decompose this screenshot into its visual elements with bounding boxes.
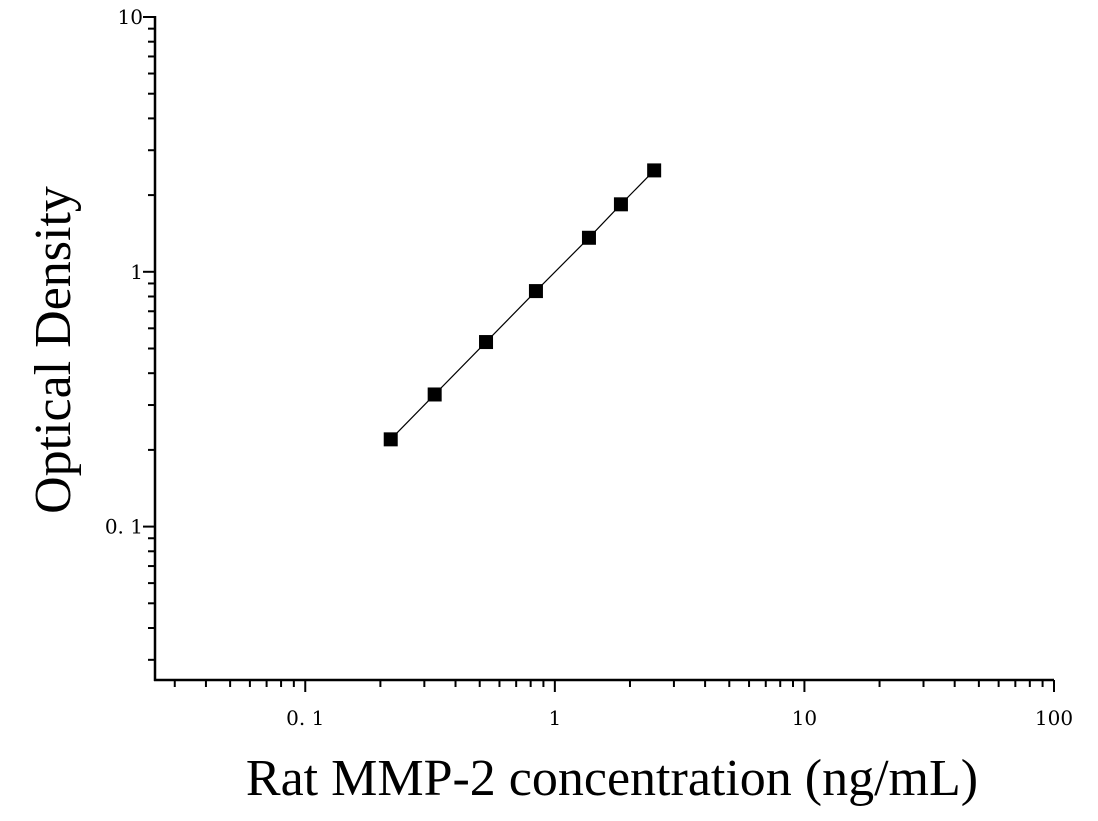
y-tick-label: 10 bbox=[118, 5, 143, 29]
x-axis-title: Rat MMP-2 concentration (ng/mL) bbox=[246, 750, 978, 807]
series-layer bbox=[383, 163, 662, 447]
data-point bbox=[479, 335, 494, 350]
data-point bbox=[647, 163, 662, 178]
y-tick-label: 0. 1 bbox=[105, 515, 143, 539]
data-point bbox=[613, 197, 628, 212]
x-tick-label: 0. 1 bbox=[286, 706, 324, 730]
x-tick-label: 10 bbox=[792, 706, 817, 730]
x-tick-label: 100 bbox=[1035, 706, 1073, 730]
y-tick-label: 1 bbox=[130, 260, 143, 284]
axes: 0. 1 1 10 100 0. 1 1 10 bbox=[105, 5, 1073, 730]
y-axis-title: Optical Density bbox=[25, 186, 82, 514]
data-point bbox=[383, 432, 398, 447]
x-tick-label: 1 bbox=[548, 706, 561, 730]
data-point bbox=[427, 387, 442, 402]
data-point bbox=[528, 284, 543, 299]
data-point bbox=[581, 230, 596, 245]
